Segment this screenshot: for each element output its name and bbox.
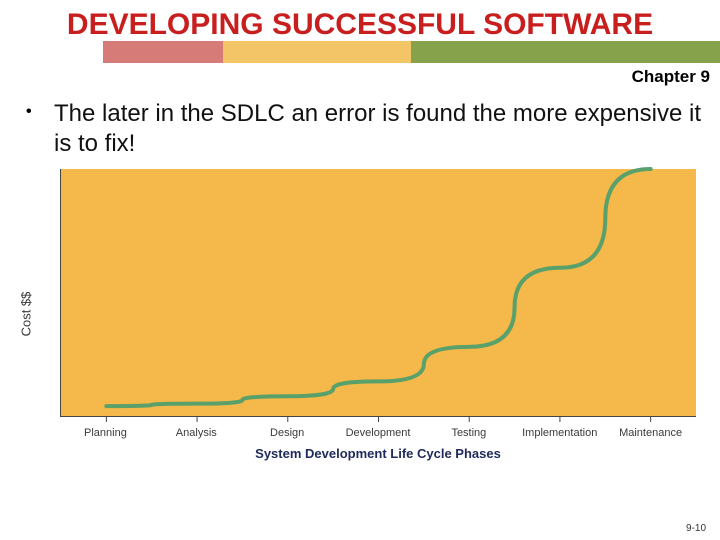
bullet-row: • The later in the SDLC an error is foun… [0, 87, 720, 165]
x-tick-label: Development [333, 427, 424, 439]
cost-curve [106, 169, 650, 406]
x-tick-label: Planning [60, 427, 151, 439]
bullet-dot: • [26, 99, 54, 159]
y-axis-label: Cost $$ [19, 292, 34, 337]
stripe-segment [223, 41, 412, 63]
chart: Cost $$ PlanningAnalysisDesignDevelopmen… [60, 169, 696, 459]
x-tick-label: Testing [423, 427, 514, 439]
chart-plot-area [60, 169, 696, 417]
stripe-segment [411, 41, 720, 63]
x-tick-label: Implementation [514, 427, 605, 439]
stripe-segment [103, 41, 223, 63]
accent-stripe [0, 41, 720, 63]
chapter-label: Chapter 9 [0, 63, 720, 87]
x-tick-label: Maintenance [605, 427, 696, 439]
x-tick-labels: PlanningAnalysisDesignDevelopmentTesting… [60, 427, 696, 439]
x-axis-title: System Development Life Cycle Phases [60, 446, 696, 461]
page-number: 9-10 [686, 523, 706, 534]
x-tick-label: Analysis [151, 427, 242, 439]
stripe-segment [0, 41, 103, 63]
bullet-text: The later in the SDLC an error is found … [54, 99, 704, 159]
slide-title: DEVELOPING SUCCESSFUL SOFTWARE [0, 0, 720, 41]
x-tick-label: Design [242, 427, 333, 439]
slide-root: DEVELOPING SUCCESSFUL SOFTWARE Chapter 9… [0, 0, 720, 540]
